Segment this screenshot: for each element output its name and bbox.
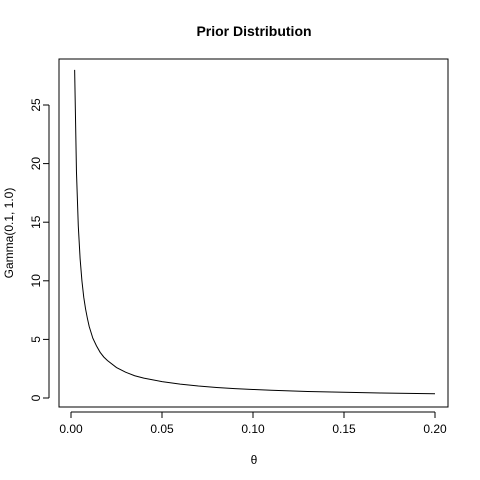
x-tick-label: 0.15 [332, 422, 356, 436]
plot-frame [58, 58, 449, 408]
y-axis-label: Gamma(0.1, 1.0) [2, 188, 16, 279]
y-axis: 0 5 10 15 20 25 [29, 98, 50, 401]
x-tick-label: 0.10 [241, 422, 265, 436]
y-tick-label: 5 [29, 336, 43, 343]
chart-title: Prior Distribution [196, 23, 311, 39]
x-tick-label: 0.05 [150, 422, 174, 436]
series-line [74, 69, 436, 395]
x-tick-label: 0.20 [423, 422, 447, 436]
y-tick-label: 25 [29, 98, 43, 112]
x-tick-label: 0.00 [59, 422, 83, 436]
x-axis-label: θ [251, 453, 258, 467]
y-tick-label: 20 [29, 157, 43, 171]
y-tick-label: 10 [29, 274, 43, 288]
y-tick-label: 15 [29, 215, 43, 229]
y-tick-label: 0 [29, 394, 43, 401]
x-axis: 0.00 0.05 0.10 0.15 0.20 [59, 411, 447, 436]
